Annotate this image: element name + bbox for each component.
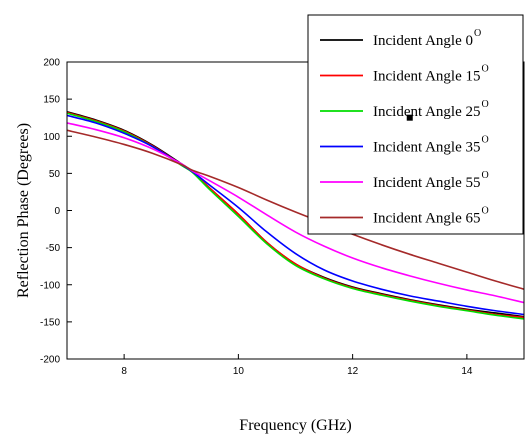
legend-label: Incident Angle 15	[373, 69, 480, 85]
x-tick-label: 10	[233, 366, 245, 377]
legend-label-superscript: O	[481, 135, 488, 146]
legend-label: Incident Angle 0	[373, 33, 473, 49]
legend-label: Incident Angle 55	[373, 175, 480, 191]
x-axis-title: Frequency (GHz)	[239, 417, 351, 434]
legend-label: Incident Angle 25	[373, 104, 480, 120]
marker-square	[406, 114, 413, 121]
series-line-3	[67, 114, 524, 316]
legend-label-superscript: O	[481, 99, 488, 110]
legend-label-superscript: O	[481, 170, 488, 181]
x-tick-label: 8	[121, 366, 127, 377]
y-tick-label: -100	[40, 280, 60, 291]
y-tick-label: 50	[49, 169, 61, 180]
series-line-5	[67, 129, 524, 290]
x-tick-label: 14	[461, 366, 473, 377]
y-tick-label: 200	[43, 58, 60, 69]
legend-label: Incident Angle 65	[373, 211, 480, 227]
y-axis-title: Reflection Phase (Degrees)	[15, 123, 32, 298]
series-line-4	[67, 122, 524, 304]
y-tick-label: -150	[40, 317, 60, 328]
y-tick-label: 150	[43, 95, 60, 106]
axis-ticks: -200 -150 -100 -50 0 50 100 150 200 8 10 12 14	[40, 58, 473, 378]
legend-label-superscript: O	[474, 28, 481, 39]
plot-lines	[67, 110, 524, 320]
y-tick-label: 0	[54, 206, 60, 217]
x-tick-label: 12	[347, 366, 359, 377]
y-tick-label: 100	[43, 132, 60, 143]
legend-box	[307, 14, 524, 235]
legend-label-superscript: O	[481, 64, 488, 75]
legend-label: Incident Angle 35	[373, 140, 480, 156]
legend-label-superscript: O	[481, 206, 488, 217]
y-tick-label: -50	[46, 243, 61, 254]
y-tick-label: -200	[40, 355, 60, 366]
